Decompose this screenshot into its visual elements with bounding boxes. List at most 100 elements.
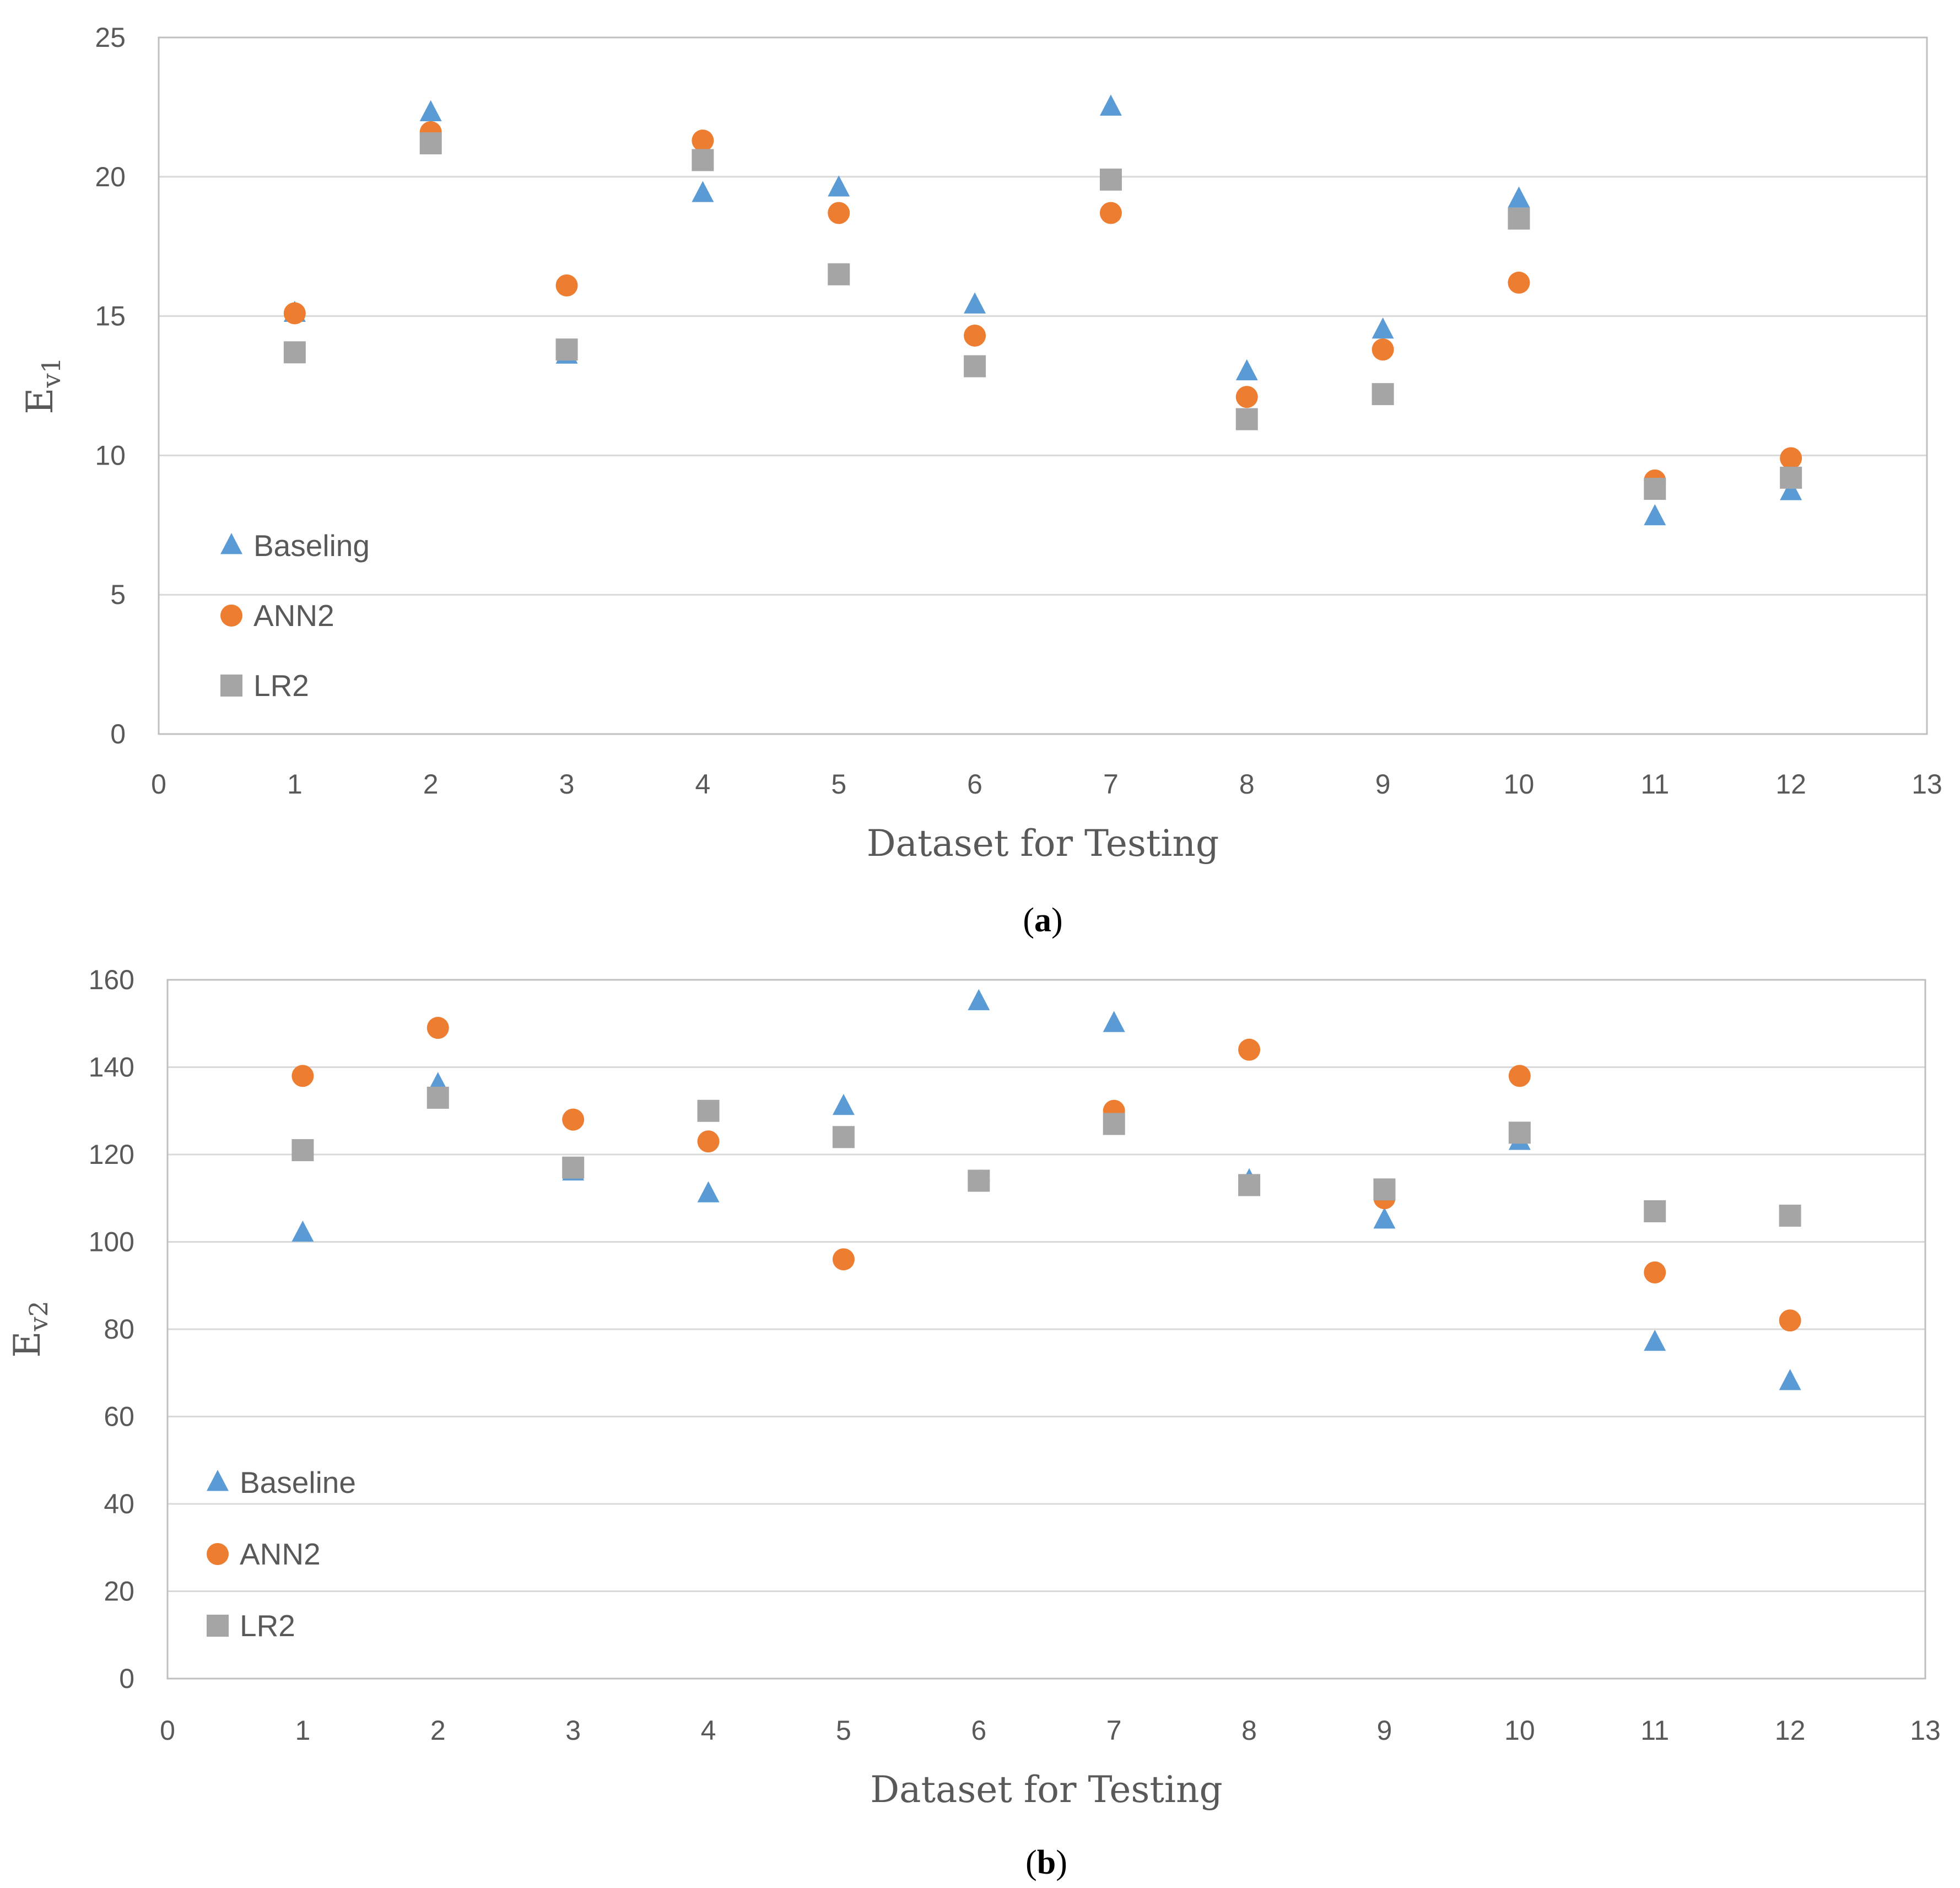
data-point-lr2 [555, 338, 578, 361]
x-tick-label: 11 [1640, 1715, 1669, 1746]
data-point-lr2 [828, 263, 850, 285]
data-point-lr2 [419, 132, 442, 155]
y-axis-title-main-a: E [19, 388, 61, 414]
legend-label: LR2 [253, 668, 309, 703]
data-point-lr2 [562, 1156, 585, 1179]
x-tick-label: 1 [295, 1715, 310, 1746]
legend-marker-baseling [220, 533, 242, 554]
data-point-ann2 [291, 1065, 314, 1087]
data-point-lr2 [1238, 1174, 1261, 1196]
plot-area-b [166, 979, 1926, 1680]
data-point-ann2 [1372, 338, 1394, 361]
data-point-baseling [828, 175, 850, 197]
data-point-lr2 [1644, 1200, 1666, 1223]
x-tick-label: 3 [559, 769, 575, 800]
data-point-lr2 [1373, 1178, 1396, 1201]
x-tick-label: 9 [1375, 769, 1391, 800]
legend-marker-baseline [207, 1470, 229, 1491]
x-tick-label: 13 [1910, 1715, 1941, 1746]
gridlines-b [168, 979, 1925, 1680]
data-point-baseling [1235, 359, 1258, 381]
legend-b: Baseline ANN2 LR2 [207, 1465, 356, 1643]
y-tick-label: 10 [95, 440, 126, 471]
data-point-ann2 [832, 1248, 855, 1271]
data-point-baseling [1372, 317, 1394, 339]
data-point-baseling [1780, 479, 1802, 500]
caption-letter-a: a [1034, 902, 1051, 939]
caption-close-paren: ) [1056, 1844, 1067, 1881]
x-tick-label: 9 [1377, 1715, 1392, 1746]
x-tick-label: 5 [836, 1715, 851, 1746]
data-points-b [291, 989, 1801, 1390]
data-point-lr2 [1508, 207, 1530, 230]
y-tick-label: 80 [104, 1314, 134, 1345]
x-tick-label: 10 [1504, 769, 1535, 800]
legend-label: ANN2 [240, 1537, 321, 1571]
data-points-a [283, 94, 1802, 526]
y-tick-labels-b: 0 20 40 60 80 100 120 140 160 [89, 964, 134, 1694]
data-point-ann2 [426, 1017, 449, 1039]
data-point-baseline [832, 1094, 855, 1115]
data-point-baseline [1779, 1369, 1801, 1390]
data-point-lr2 [1780, 466, 1802, 489]
y-axis-title-main-b: E [6, 1331, 48, 1358]
x-tick-label: 10 [1504, 1715, 1535, 1746]
y-axis-title-sub-a: v1 [36, 357, 66, 388]
y-tick-label: 20 [104, 1576, 134, 1607]
x-axis-title-a: Dataset for Testing [867, 822, 1219, 865]
panel-caption-b: (b) [1025, 1844, 1067, 1881]
y-tick-label: 5 [110, 579, 126, 610]
data-point-baseline [291, 1220, 314, 1242]
caption-open-paren: ( [1025, 1844, 1037, 1881]
caption-open-paren: ( [1023, 902, 1034, 939]
legend-label: Baseling [253, 528, 370, 563]
x-tick-label: 12 [1775, 769, 1806, 800]
data-point-lr2 [283, 341, 306, 364]
data-point-lr2 [1372, 383, 1394, 406]
data-point-ann2 [1235, 386, 1258, 408]
x-tick-label: 11 [1640, 769, 1669, 800]
y-tick-label: 160 [89, 964, 134, 995]
data-point-baseline [968, 989, 990, 1011]
x-tick-label: 2 [430, 1715, 446, 1746]
y-tick-label: 40 [104, 1488, 134, 1519]
x-tick-label: 6 [967, 769, 982, 800]
data-point-lr2 [1644, 478, 1666, 500]
data-point-baseling [964, 292, 986, 314]
data-point-lr2 [1779, 1204, 1801, 1227]
x-tick-label: 3 [565, 1715, 581, 1746]
legend-a: Baseling ANN2 LR2 [220, 528, 370, 703]
x-tick-label: 6 [971, 1715, 986, 1746]
y-tick-label: 120 [89, 1139, 134, 1170]
x-tick-label: 7 [1106, 1715, 1122, 1746]
data-point-lr2 [291, 1139, 314, 1162]
legend-marker-lr2 [207, 1615, 229, 1637]
data-point-lr2 [692, 149, 714, 171]
x-tick-label: 8 [1239, 769, 1255, 800]
data-point-baseling [1644, 504, 1666, 526]
legend-label: Baseline [240, 1465, 356, 1499]
y-tick-label: 25 [95, 22, 126, 53]
x-tick-label: 1 [287, 769, 303, 800]
data-point-lr2 [1508, 1121, 1531, 1144]
x-tick-label: 4 [701, 1715, 716, 1746]
data-point-ann2 [692, 130, 714, 152]
y-axis-title-sub-b: v2 [24, 1301, 53, 1331]
legend-marker-ann2 [220, 605, 242, 627]
plot-area-a [158, 36, 1928, 735]
data-point-baseline [697, 1181, 720, 1202]
x-tick-label: 0 [151, 769, 166, 800]
x-tick-labels-a: 0 1 2 3 4 5 6 7 8 9 10 11 12 13 [151, 769, 1942, 800]
data-point-baseling [1508, 186, 1530, 208]
y-axis-title-a: Ev1 [19, 357, 66, 414]
x-tick-label: 2 [423, 769, 439, 800]
data-point-lr2 [1235, 408, 1258, 430]
data-point-ann2 [964, 324, 986, 347]
data-point-lr2 [426, 1086, 449, 1109]
data-point-baseline [1373, 1207, 1396, 1229]
data-point-ann2 [697, 1130, 720, 1153]
legend-marker-lr2 [220, 675, 242, 697]
